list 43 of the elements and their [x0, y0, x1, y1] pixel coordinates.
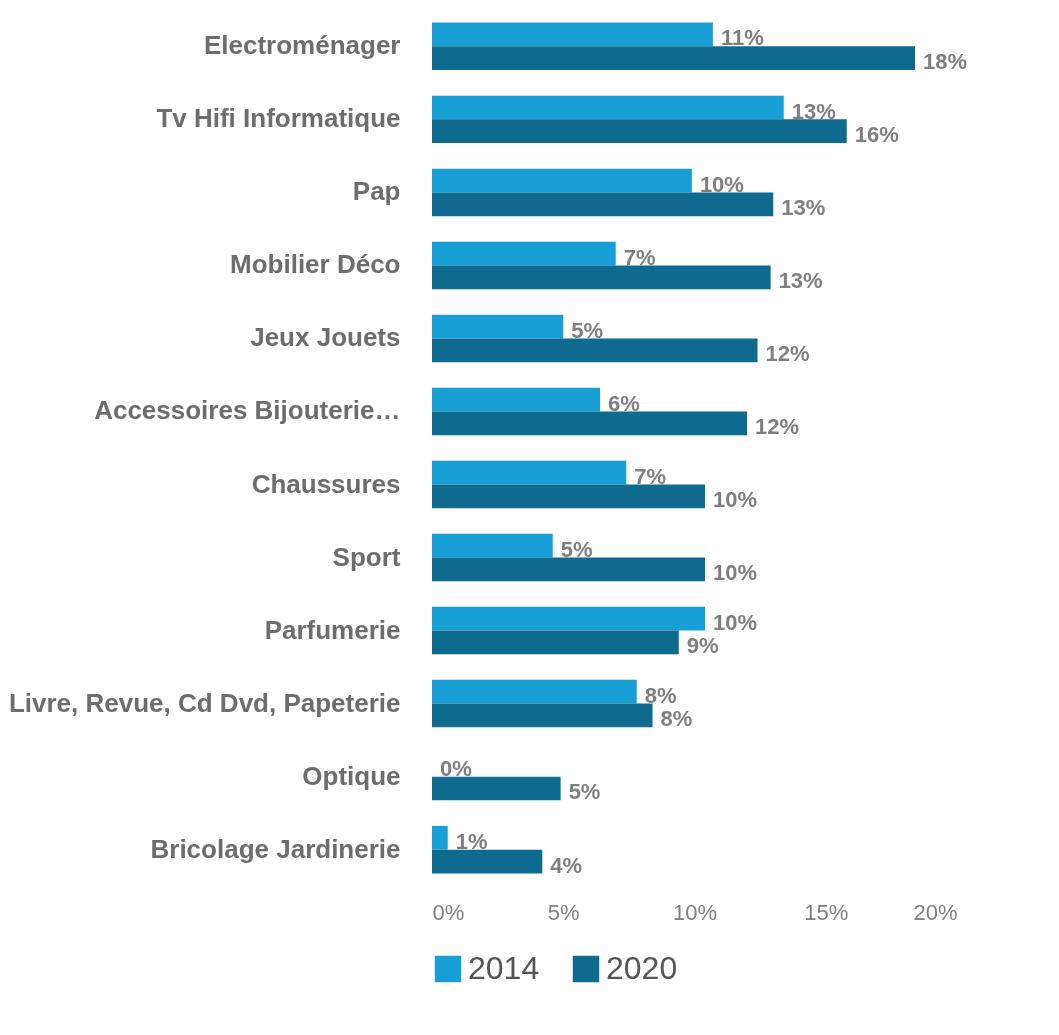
data-label: 10%: [699, 171, 744, 197]
data-label: 18%: [923, 49, 968, 75]
y-tick-label: Bricolage Jardinerie: [150, 833, 401, 864]
y-tick-label: Pap: [352, 176, 401, 207]
data-label: 13%: [791, 98, 836, 124]
y-tick-label: Parfumerie: [264, 614, 401, 645]
data-label: 8%: [660, 706, 693, 732]
y-tick-label: Sport: [332, 541, 401, 572]
legend-label: 2020: [606, 950, 678, 986]
data-label: 0%: [440, 755, 472, 781]
data-label: 7%: [623, 244, 656, 270]
y-tick-label: Tv Hifi Informatique: [156, 103, 401, 134]
data-label: 12%: [765, 341, 810, 367]
data-label: 5%: [560, 536, 593, 562]
data-label: 13%: [778, 268, 823, 294]
x-tick-label: 20%: [913, 899, 958, 925]
y-tick-label: Electroménager: [203, 30, 401, 61]
y-tick-label: Mobilier Déco: [230, 249, 401, 280]
data-label: 5%: [571, 317, 604, 343]
data-label: 5%: [568, 779, 601, 805]
data-label: 10%: [713, 609, 758, 635]
y-tick-label: Chaussures: [251, 468, 401, 499]
data-label: 16%: [854, 122, 899, 148]
data-label: 7%: [634, 463, 667, 489]
data-label: 10%: [713, 487, 758, 513]
y-tick-label: Accessoires Bijouterie…: [94, 395, 401, 426]
data-label: 13%: [781, 195, 826, 221]
legend-label: 2014: [468, 950, 540, 986]
x-tick-label: 15%: [804, 899, 849, 925]
data-label: 10%: [713, 560, 758, 586]
data-label: 9%: [686, 633, 719, 659]
data-label: 12%: [755, 414, 800, 440]
data-label: 6%: [608, 390, 640, 416]
x-tick-label: 10%: [672, 899, 718, 925]
y-tick-label: Livre, Revue, Cd Dvd, Papeterie: [8, 687, 401, 718]
data-label: 1%: [455, 828, 488, 854]
data-label: 8%: [644, 682, 677, 708]
y-tick-label: Optique: [302, 760, 401, 791]
x-tick-label: 5%: [547, 899, 580, 925]
y-tick-label: Jeux Jouets: [250, 322, 401, 353]
x-tick-label: 0%: [432, 899, 465, 925]
data-label: 4%: [550, 852, 583, 878]
data-label: 11%: [720, 25, 764, 51]
